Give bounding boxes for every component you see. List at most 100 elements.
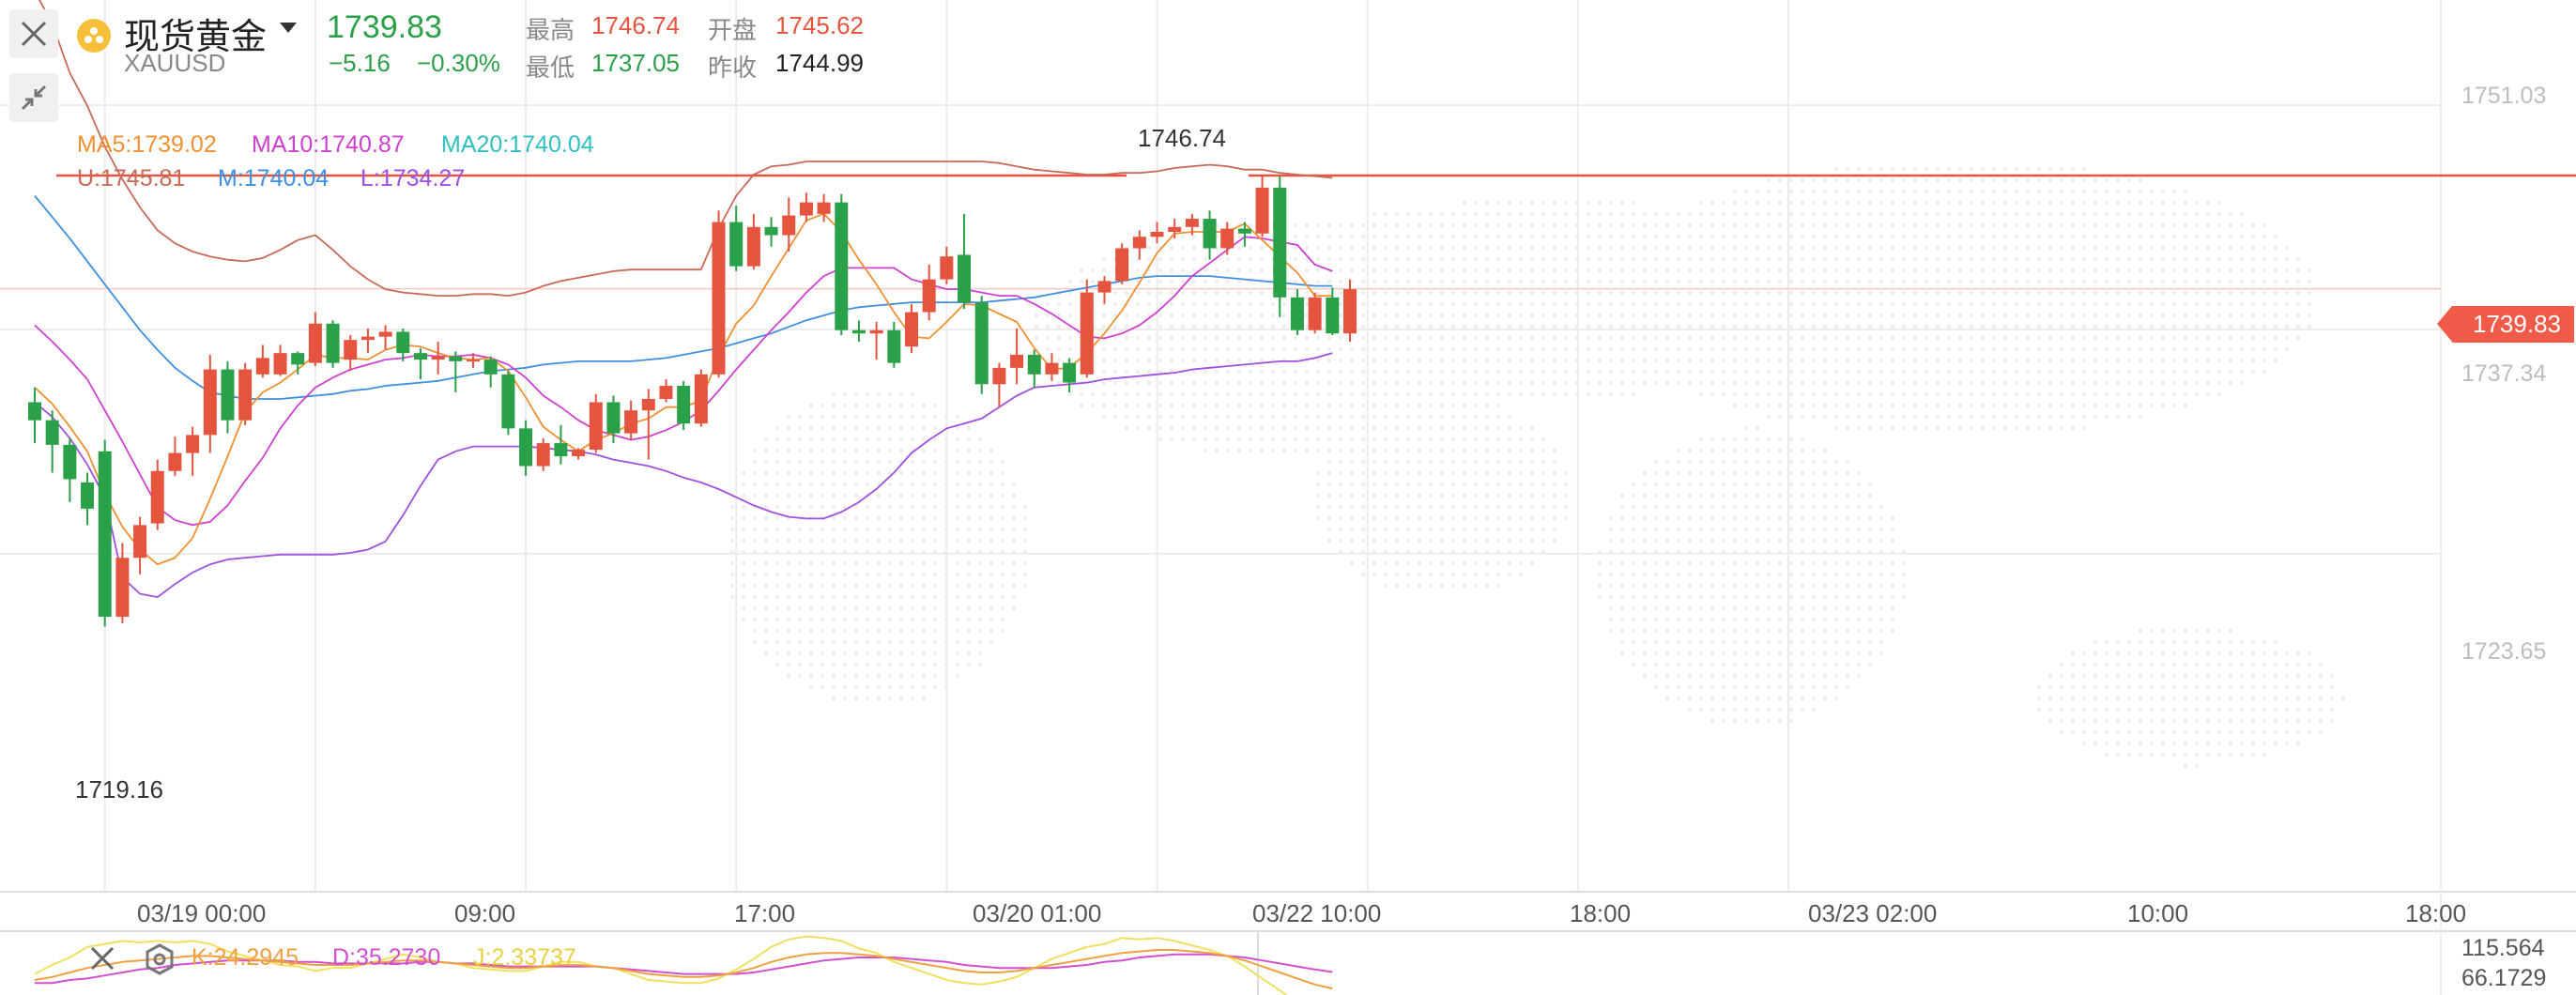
candle-body (115, 558, 130, 618)
collapse-arrows-icon (21, 84, 47, 111)
current-price-tag: 1739.83 (2437, 306, 2574, 343)
candle-body (1343, 289, 1357, 334)
candle-body (694, 374, 708, 424)
x-tick-label: 03/23 02:00 (1808, 899, 1938, 927)
candle-body (308, 323, 322, 363)
candle-body (1308, 297, 1322, 330)
candle-body (1080, 292, 1094, 375)
open-value: 1745.62 (775, 11, 864, 39)
candle-body (677, 386, 691, 424)
candle-body (1203, 219, 1217, 249)
candle-body (1045, 362, 1059, 375)
candle-body (817, 202, 831, 214)
candle-body (378, 331, 392, 337)
prev-close-value: 1744.99 (775, 49, 864, 77)
candle-body (887, 329, 901, 363)
candle-body (431, 356, 445, 360)
candle-body (536, 443, 550, 467)
legend-kdj-d: D:35.2730 (332, 944, 441, 971)
candle-body (150, 470, 164, 524)
candle-body (624, 410, 638, 434)
legend-ma5: MA5:1739.02 (77, 131, 217, 158)
high-extreme-label: 1746.74 (1138, 124, 1226, 152)
candle-body (1063, 362, 1077, 383)
candle-body (869, 329, 883, 334)
candle-body (940, 256, 954, 280)
candle-body (344, 340, 358, 360)
close-indicator-icon[interactable] (84, 941, 122, 978)
prev-close-label: 昨收 (708, 54, 758, 82)
candle-body (28, 402, 41, 421)
x-tick-label: 03/20 01:00 (973, 899, 1102, 927)
candle-body (291, 353, 305, 365)
y-tick-label: 1737.34 (2461, 360, 2547, 387)
kdj-k-line (34, 949, 1333, 990)
x-tick-label: 10:00 (2127, 899, 2189, 927)
candle-body (922, 279, 936, 313)
legend-ma20: MA20:1740.04 (441, 131, 594, 158)
candle-body (396, 331, 410, 354)
legend-boll-upper: U:1745.81 (77, 165, 186, 191)
candle-body (1027, 354, 1041, 375)
low-value: 1737.05 (591, 49, 680, 77)
candle-body (799, 202, 813, 216)
candle-body (1150, 232, 1164, 237)
candle-body (221, 369, 235, 421)
x-tick-label: 09:00 (454, 899, 516, 927)
legend-kdj-j: J:2.33737 (473, 944, 576, 971)
legend-kdj-k: K:24.2945 (192, 944, 299, 971)
indicator-axis-label: 66.1729 (2461, 965, 2547, 991)
candle-body (729, 222, 744, 267)
last-price: 1739.83 (327, 9, 442, 45)
candle-body (273, 353, 287, 375)
x-tick-label: 18:00 (1570, 899, 1632, 927)
kdj-d-line (35, 953, 1333, 985)
boll-middle-line (34, 195, 1333, 400)
candle-body (98, 451, 112, 618)
candle-body (572, 450, 586, 457)
candle-body (1220, 228, 1234, 249)
chevron-down-icon[interactable] (278, 21, 299, 36)
candle-body (1326, 297, 1340, 334)
candle-body (764, 226, 778, 236)
candle-body (45, 420, 59, 445)
candle-body (905, 312, 918, 347)
y-tick-label: 1751.03 (2461, 83, 2547, 109)
y-tick-label: 1723.65 (2461, 638, 2547, 665)
candle-body (360, 336, 375, 341)
x-tick-label: 03/19 00:00 (137, 899, 267, 927)
candle-body (467, 360, 480, 362)
close-chart-button[interactable] (9, 9, 58, 58)
legend-ma10: MA10:1740.87 (252, 131, 405, 158)
x-tick-label: 03/22 10:00 (1252, 899, 1382, 927)
price-change: −5.16 (329, 49, 391, 77)
candle-body (958, 254, 972, 303)
candle-body (413, 353, 427, 360)
legend-boll-middle: M:1740.04 (218, 165, 330, 191)
low-extreme-label: 1719.16 (75, 775, 163, 804)
kdj-j-line (34, 935, 1289, 995)
candle-body (1097, 281, 1112, 293)
candle-body (589, 402, 603, 451)
candle-body (992, 367, 1006, 385)
candle-body (1290, 297, 1304, 330)
candle-body (659, 386, 673, 399)
candle-body (606, 402, 621, 434)
instrument-code: XAUUSD (124, 49, 226, 77)
candle-body (1132, 237, 1146, 249)
price-change-percent: −0.30% (417, 49, 500, 77)
gold-coin-icon (77, 19, 111, 53)
collapse-button[interactable] (9, 73, 58, 122)
candle-body (1115, 248, 1129, 282)
settings-icon[interactable] (141, 941, 178, 978)
legend-boll-lower: L:1734.27 (360, 165, 466, 191)
instrument-name[interactable]: 现货黄金 (124, 18, 268, 57)
candle-body (255, 358, 269, 375)
candle-body (746, 226, 760, 267)
candle-body (168, 452, 182, 471)
close-icon (21, 21, 47, 47)
world-map-background (729, 166, 2346, 769)
open-label: 开盘 (708, 16, 758, 44)
candle-body (1168, 226, 1182, 233)
